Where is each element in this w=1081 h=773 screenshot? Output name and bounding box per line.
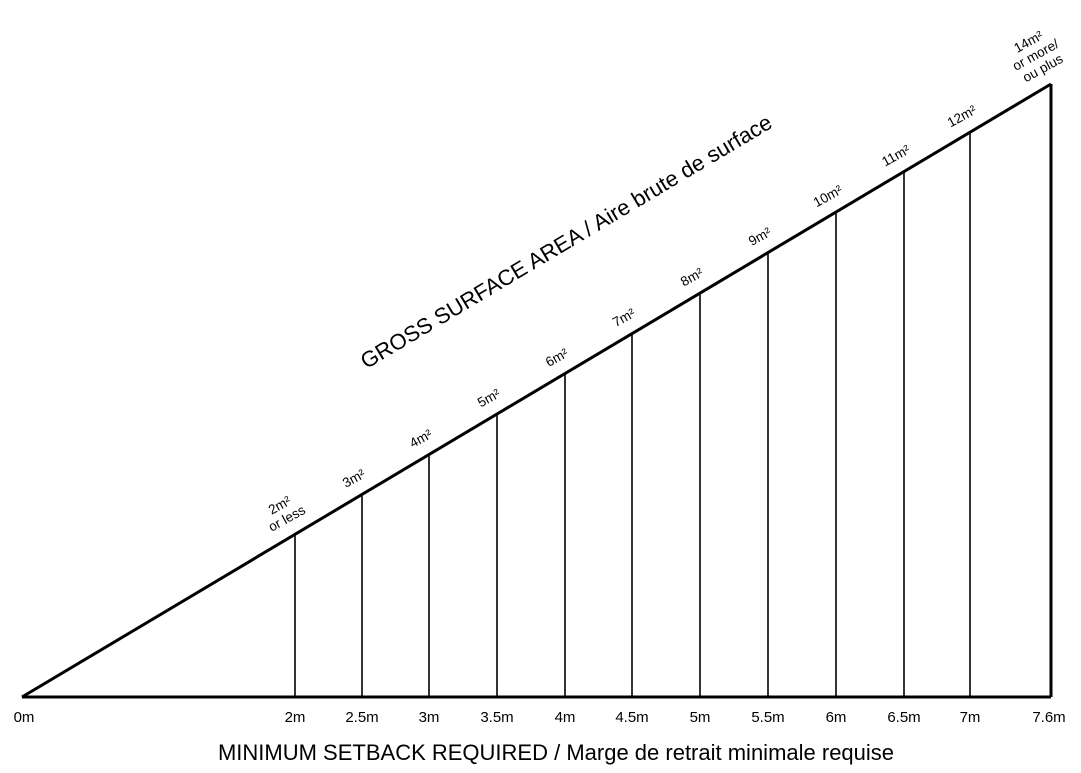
tick-label: 7.6m (1032, 709, 1065, 726)
x-axis-title: MINIMUM SETBACK REQUIRED / Marge de retr… (218, 740, 894, 765)
area-label: 5m² (475, 386, 503, 411)
tick-label: 6.5m (887, 709, 920, 726)
tick-label: 2.5m (345, 709, 378, 726)
tick-label: 3.5m (480, 709, 513, 726)
area-label: 11m² (879, 142, 913, 170)
hypotenuse-line (21, 82, 1052, 699)
tick-label: 3m (419, 709, 440, 726)
tick-label: 2m (285, 709, 306, 726)
area-label: 14m²or more/ou plus (1003, 23, 1069, 87)
tick-labels: 0m 2m 2.5m 3m 3.5m 4m 4.5m 5m 5.5m 6m 6.5m 7m 7.6m (14, 709, 1066, 726)
area-label: 12m² (945, 102, 980, 130)
area-label: 9m² (746, 224, 774, 249)
tick-label: 4.5m (615, 709, 648, 726)
tick-label: 5.5m (751, 709, 784, 726)
tick-label: 4m (555, 709, 576, 726)
area-label: 7m² (610, 305, 638, 330)
area-label: 10m² (811, 182, 846, 210)
area-label: 2m²or less (259, 489, 309, 535)
vertical-lines (294, 84, 1053, 697)
tick-label: 6m (826, 709, 847, 726)
hypotenuse-title: GROSS SURFACE AREA / Aire brute de surfa… (356, 109, 776, 373)
area-labels: 2m²or less 3m² 4m² 5m² 6m² 7m² 8m² 9m² 10m² 11m² 1… (259, 23, 1069, 535)
area-label: 8m² (678, 265, 706, 290)
tick-label: 7m (960, 709, 981, 726)
area-label: 4m² (407, 426, 435, 451)
tick-label-0m: 0m (14, 709, 35, 726)
tick-label: 5m (690, 709, 711, 726)
area-label: 6m² (543, 345, 571, 370)
area-label: 3m² (340, 466, 368, 491)
